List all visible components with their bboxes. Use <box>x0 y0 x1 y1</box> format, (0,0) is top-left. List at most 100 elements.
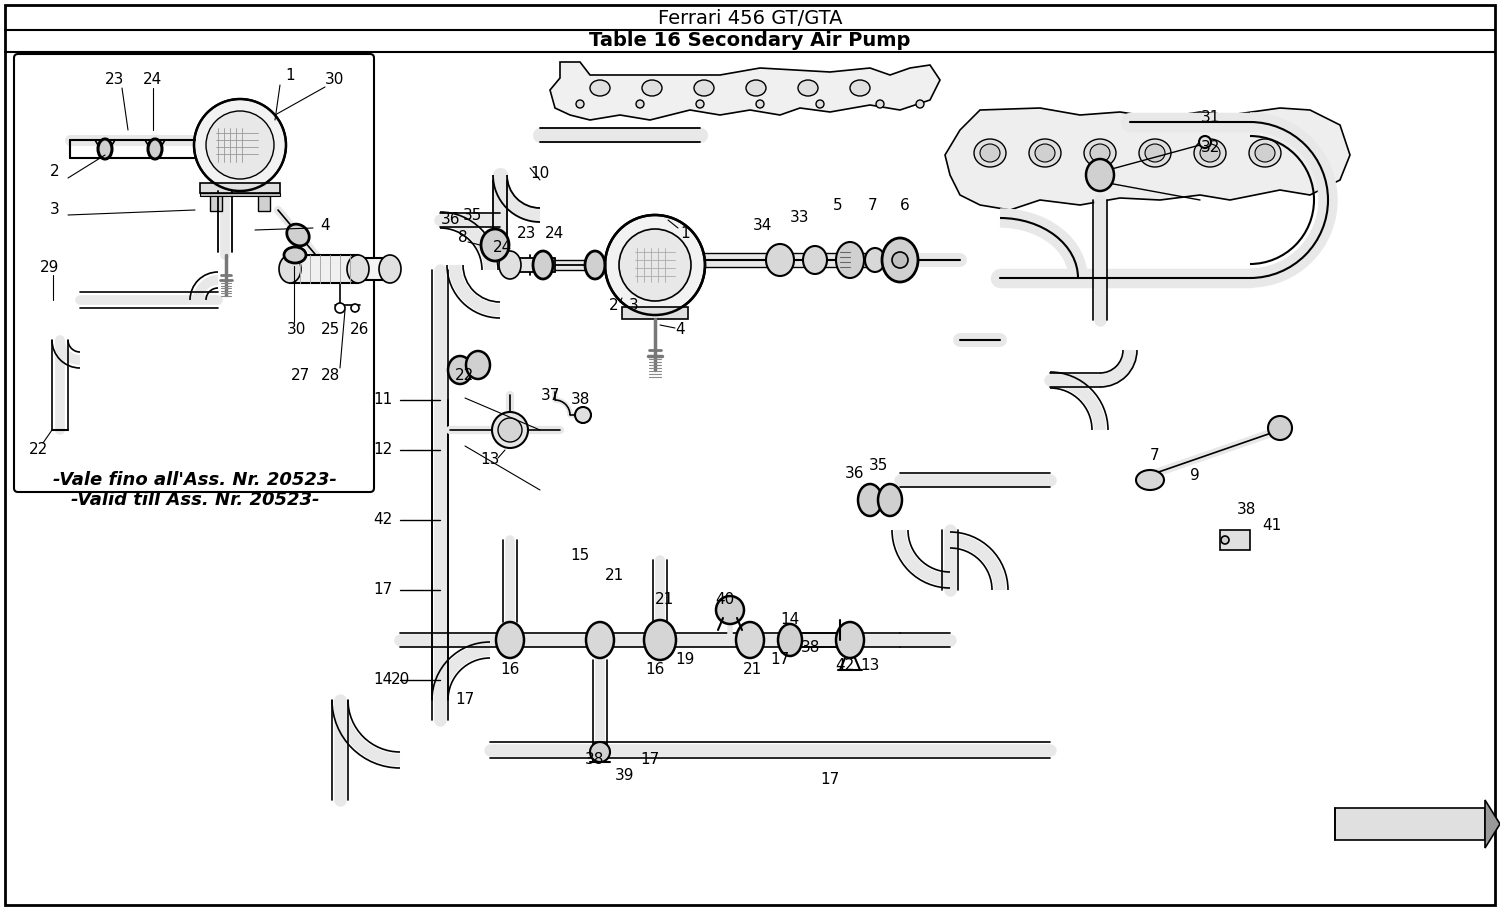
Text: 40: 40 <box>716 592 735 608</box>
Circle shape <box>334 303 345 313</box>
Text: 3: 3 <box>50 203 60 217</box>
Ellipse shape <box>836 242 864 278</box>
Bar <box>622 307 688 319</box>
Bar <box>510 258 555 272</box>
Text: 39: 39 <box>615 767 634 783</box>
Ellipse shape <box>766 244 794 276</box>
Text: 30: 30 <box>286 322 306 338</box>
Text: 13: 13 <box>861 658 879 672</box>
Text: 10: 10 <box>531 166 549 180</box>
Text: 7: 7 <box>868 197 877 213</box>
Ellipse shape <box>802 246 826 274</box>
Ellipse shape <box>500 251 520 279</box>
Ellipse shape <box>380 255 400 283</box>
Text: 9: 9 <box>1190 468 1200 482</box>
Circle shape <box>492 412 528 448</box>
Text: 4: 4 <box>675 322 686 338</box>
FancyBboxPatch shape <box>13 54 374 492</box>
Text: 28: 28 <box>321 368 339 382</box>
Text: 20: 20 <box>390 672 410 687</box>
Text: 38: 38 <box>1238 502 1257 518</box>
Ellipse shape <box>716 596 744 624</box>
Polygon shape <box>1335 808 1485 840</box>
Ellipse shape <box>1256 144 1275 162</box>
Text: Ferrari 456 GT/GTA: Ferrari 456 GT/GTA <box>657 8 843 27</box>
Ellipse shape <box>1250 139 1281 167</box>
Ellipse shape <box>1090 144 1110 162</box>
Text: 21: 21 <box>742 662 762 678</box>
Circle shape <box>916 100 924 108</box>
Circle shape <box>194 99 286 191</box>
Circle shape <box>1198 136 1210 148</box>
Ellipse shape <box>1035 144 1054 162</box>
Ellipse shape <box>586 622 613 658</box>
Circle shape <box>574 407 591 423</box>
Text: 17: 17 <box>771 652 789 668</box>
Ellipse shape <box>590 80 610 96</box>
Ellipse shape <box>286 224 309 246</box>
Text: 16: 16 <box>501 662 519 678</box>
Text: 6: 6 <box>900 197 910 213</box>
Circle shape <box>620 229 692 301</box>
Text: 33: 33 <box>790 210 810 226</box>
Ellipse shape <box>836 622 864 658</box>
Text: 15: 15 <box>570 548 590 562</box>
Ellipse shape <box>1136 470 1164 490</box>
Text: 13: 13 <box>480 452 500 468</box>
Text: 38: 38 <box>585 753 604 767</box>
Text: Table 16 Secondary Air Pump: Table 16 Secondary Air Pump <box>590 32 910 50</box>
Circle shape <box>498 418 522 442</box>
Text: 5: 5 <box>833 197 843 213</box>
Text: 38: 38 <box>801 641 819 655</box>
Text: 21: 21 <box>656 592 675 608</box>
Text: 21: 21 <box>606 568 624 582</box>
Bar <box>358 258 390 280</box>
Text: 26: 26 <box>351 322 369 338</box>
Circle shape <box>756 100 764 108</box>
Text: 30: 30 <box>326 72 345 86</box>
Text: 14: 14 <box>780 612 800 628</box>
Text: 34: 34 <box>753 217 771 232</box>
Text: -Valid till Ass. Nr. 20523-: -Valid till Ass. Nr. 20523- <box>70 491 320 509</box>
Polygon shape <box>1485 800 1500 848</box>
Ellipse shape <box>865 248 885 272</box>
Ellipse shape <box>1086 159 1114 191</box>
Ellipse shape <box>448 356 472 384</box>
Text: 27: 27 <box>291 368 309 382</box>
Bar <box>200 183 280 193</box>
Ellipse shape <box>694 80 714 96</box>
Ellipse shape <box>279 255 302 283</box>
Ellipse shape <box>974 139 1006 167</box>
Ellipse shape <box>1200 144 1219 162</box>
Text: 24: 24 <box>144 72 162 86</box>
Ellipse shape <box>1029 139 1060 167</box>
Text: 37: 37 <box>540 388 560 402</box>
Ellipse shape <box>1144 144 1166 162</box>
Ellipse shape <box>778 624 802 656</box>
Text: 36: 36 <box>846 466 864 480</box>
Text: 25: 25 <box>321 322 339 338</box>
Text: 17: 17 <box>374 582 393 598</box>
Ellipse shape <box>736 622 764 658</box>
Ellipse shape <box>882 238 918 282</box>
Ellipse shape <box>798 80 818 96</box>
Ellipse shape <box>466 351 490 379</box>
Text: 22: 22 <box>456 368 474 382</box>
Circle shape <box>206 111 274 179</box>
Polygon shape <box>945 108 1350 210</box>
Bar <box>200 193 280 196</box>
Circle shape <box>816 100 824 108</box>
Circle shape <box>590 742 610 762</box>
Bar <box>258 193 270 211</box>
Text: 17: 17 <box>456 693 474 707</box>
Ellipse shape <box>532 251 554 279</box>
Text: 42: 42 <box>836 658 855 672</box>
Text: 32: 32 <box>1200 140 1219 156</box>
Text: -Vale fino all'Ass. Nr. 20523-: -Vale fino all'Ass. Nr. 20523- <box>53 471 338 489</box>
Text: 3: 3 <box>628 298 639 312</box>
Ellipse shape <box>148 139 162 159</box>
Text: 42: 42 <box>374 512 393 528</box>
Ellipse shape <box>585 251 604 279</box>
Text: 35: 35 <box>868 458 888 472</box>
Text: 17: 17 <box>640 753 660 767</box>
